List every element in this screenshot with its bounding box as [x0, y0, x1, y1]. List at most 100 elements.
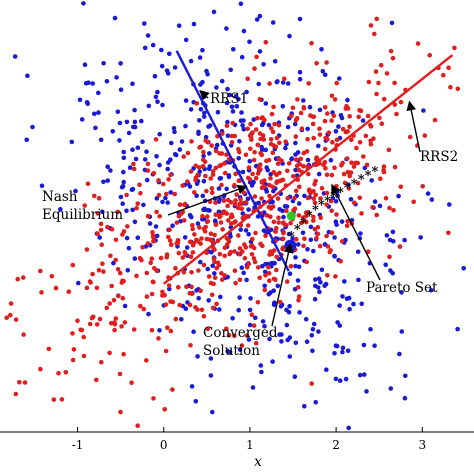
red-point	[347, 124, 352, 130]
annotation-pareto-set: Pareto Set	[331, 183, 438, 296]
blue-point	[153, 94, 159, 100]
red-point	[305, 195, 311, 201]
red-point	[269, 126, 274, 131]
red-point	[267, 278, 272, 284]
blue-point	[247, 158, 253, 164]
blue-point	[160, 199, 165, 205]
red-point	[185, 150, 191, 156]
blue-point	[261, 228, 267, 233]
blue-point	[310, 348, 315, 354]
blue-point	[124, 119, 130, 125]
blue-point	[142, 45, 148, 51]
blue-point	[100, 209, 105, 215]
blue-point	[208, 373, 214, 378]
red-point	[160, 289, 165, 295]
blue-point	[337, 303, 342, 308]
blue-point	[293, 152, 298, 157]
red-point	[344, 103, 349, 109]
blue-point	[211, 9, 217, 15]
blue-point	[93, 125, 98, 131]
red-point	[299, 126, 305, 131]
red-point	[241, 190, 247, 195]
red-point	[318, 196, 323, 201]
blue-point	[159, 47, 164, 53]
blue-point	[293, 167, 298, 173]
red-point	[278, 299, 283, 305]
blue-point	[231, 47, 236, 52]
red-point	[274, 180, 279, 186]
blue-point	[98, 137, 104, 143]
red-point	[295, 285, 301, 290]
blue-point	[335, 320, 340, 325]
red-point	[305, 136, 310, 142]
red-point	[291, 174, 296, 179]
red-point	[119, 324, 124, 329]
rrs1-line	[175, 50, 290, 272]
red-point	[209, 143, 214, 148]
red-point	[138, 303, 143, 309]
red-point	[381, 164, 387, 169]
blue-point	[96, 110, 101, 115]
red-point	[225, 203, 230, 209]
red-point	[196, 268, 201, 273]
blue-point	[263, 147, 269, 153]
pareto-arrow	[331, 183, 381, 281]
blue-point	[130, 147, 135, 152]
red-point	[160, 293, 165, 298]
blue-point	[58, 207, 63, 212]
nash-arrow	[167, 184, 248, 216]
annotation-nash-equilibrium: Nash Equilibrium	[42, 184, 248, 223]
blue-point	[170, 223, 175, 228]
red-point	[46, 346, 52, 352]
red-point	[257, 275, 263, 281]
blue-point	[193, 399, 199, 404]
blue-point	[110, 129, 116, 134]
blue-point	[203, 134, 209, 140]
red-point	[207, 237, 213, 242]
red-point	[228, 200, 234, 205]
red-point	[243, 200, 249, 205]
blue-point	[236, 156, 241, 161]
red-point	[167, 227, 172, 232]
red-point	[339, 163, 344, 168]
red-point	[258, 150, 263, 156]
blue-point	[147, 221, 153, 226]
red-point	[332, 97, 338, 102]
red-point	[232, 249, 237, 254]
blue-point	[118, 61, 123, 66]
red-point	[322, 146, 328, 152]
red-point	[164, 191, 169, 197]
red-point	[329, 230, 335, 235]
red-point	[310, 114, 316, 119]
red-point	[156, 192, 162, 198]
blue-point	[86, 80, 91, 85]
red-point	[219, 182, 224, 188]
red-point	[340, 126, 346, 132]
red-point	[201, 262, 207, 268]
red-point	[140, 245, 145, 250]
blue-point	[196, 131, 201, 136]
red-point	[109, 227, 115, 232]
red-point	[199, 307, 205, 313]
red-point	[117, 270, 123, 276]
blue-point	[178, 219, 183, 224]
red-point	[391, 208, 396, 213]
red-point	[267, 81, 272, 86]
red-point	[156, 178, 161, 183]
red-point	[154, 209, 159, 215]
blue-point	[39, 183, 45, 189]
red-point	[374, 91, 379, 97]
blue-point	[154, 154, 159, 159]
pareto-star-marker: *	[324, 194, 331, 209]
blue-point	[132, 107, 137, 113]
blue-point	[251, 179, 256, 185]
red-point	[398, 99, 404, 105]
blue-point	[237, 295, 242, 300]
pareto-star-marker: *	[351, 177, 358, 192]
red-point	[196, 165, 202, 170]
blue-point	[337, 76, 342, 81]
blue-point	[132, 219, 138, 225]
red-point	[104, 305, 110, 311]
blue-point	[247, 307, 253, 313]
